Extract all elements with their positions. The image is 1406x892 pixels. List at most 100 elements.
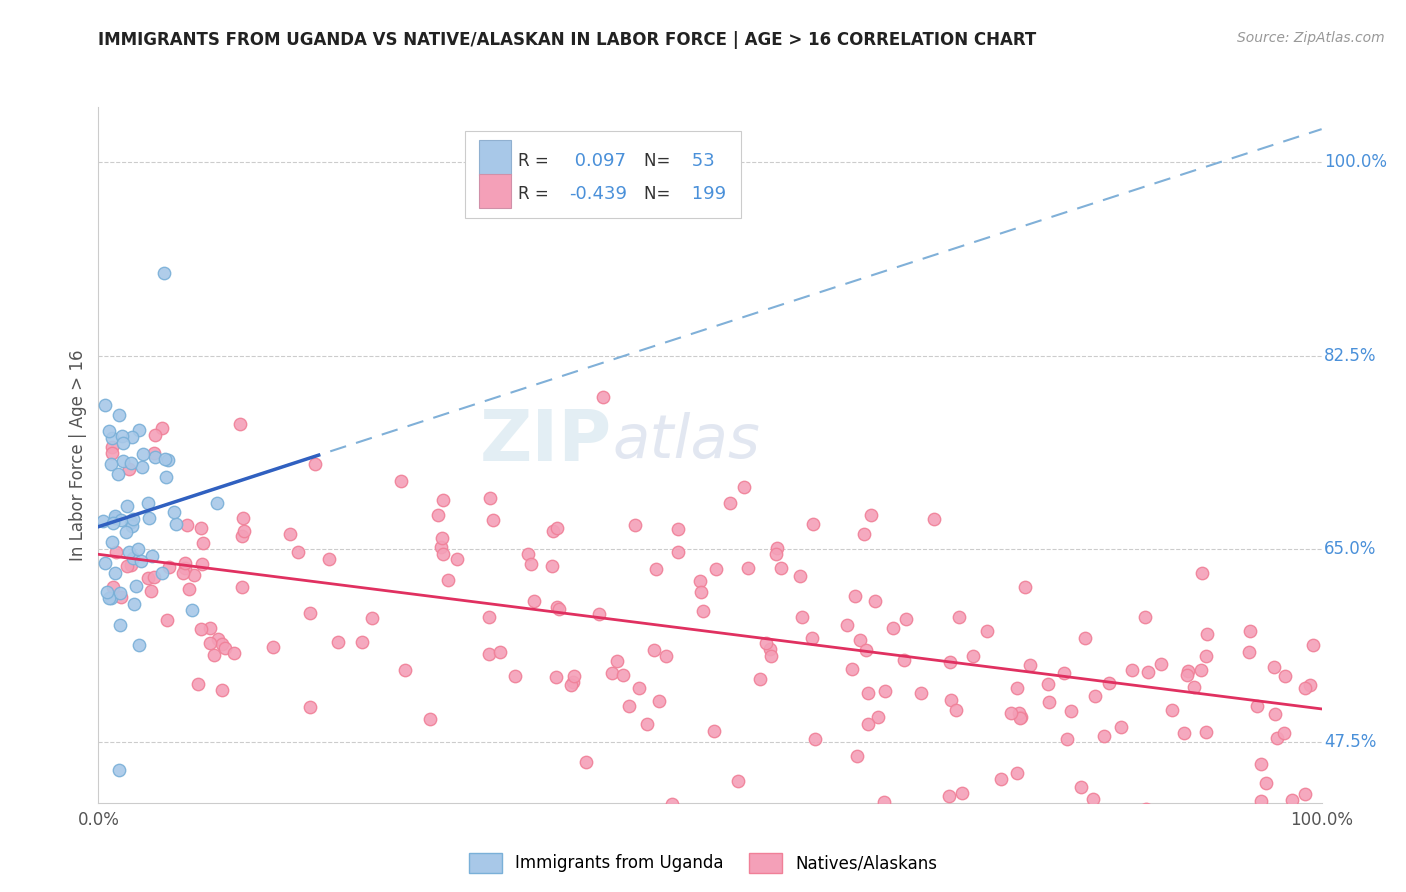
Point (543, 524, 565, 539)
Point (1197, 627, 1219, 641)
Point (950, 786, 973, 800)
Point (1008, 710, 1031, 724)
Point (96, 585, 118, 599)
Point (575, 756, 598, 770)
Point (617, 699, 640, 714)
Point (1256, 775, 1278, 789)
Point (143, 428, 166, 442)
Point (1237, 645, 1260, 659)
Point (1008, 706, 1031, 721)
Point (129, 554, 152, 568)
Point (1195, 648, 1218, 663)
Point (150, 420, 173, 434)
Point (426, 508, 449, 522)
Point (107, 467, 129, 482)
Point (183, 567, 205, 582)
Point (299, 700, 322, 714)
Point (737, 561, 759, 575)
Point (141, 584, 163, 599)
Point (770, 561, 793, 575)
Text: -0.439: -0.439 (569, 185, 627, 203)
Point (127, 541, 149, 556)
Point (519, 557, 541, 571)
Point (948, 609, 970, 624)
Point (1060, 704, 1083, 718)
Point (105, 544, 128, 558)
Point (759, 642, 782, 657)
Point (489, 645, 512, 659)
Point (939, 693, 962, 707)
Point (430, 531, 453, 545)
Point (987, 826, 1010, 840)
Point (1160, 703, 1182, 717)
Point (592, 390, 614, 404)
Point (692, 604, 714, 618)
Point (101, 516, 124, 530)
Point (104, 510, 127, 524)
Text: 199: 199 (686, 185, 725, 203)
Point (1294, 787, 1316, 801)
Point (128, 638, 150, 652)
Point (759, 649, 782, 664)
Y-axis label: In Labor Force | Age > 16: In Labor Force | Age > 16 (69, 349, 87, 561)
Point (142, 446, 165, 460)
Point (706, 562, 728, 576)
Point (91, 514, 114, 528)
FancyBboxPatch shape (479, 140, 510, 175)
Point (231, 580, 253, 594)
Point (100, 457, 122, 471)
Point (165, 517, 187, 532)
Point (547, 602, 569, 616)
Point (187, 677, 209, 691)
Point (121, 512, 143, 526)
Point (157, 559, 180, 574)
Point (120, 456, 142, 470)
Text: ZIP: ZIP (479, 407, 612, 475)
Point (207, 496, 229, 510)
Point (93, 398, 115, 412)
Point (755, 636, 778, 650)
Point (875, 683, 897, 698)
Point (231, 529, 253, 543)
Point (1177, 665, 1199, 679)
Point (1053, 665, 1076, 680)
Point (846, 749, 869, 764)
Point (432, 547, 454, 561)
Point (104, 566, 127, 580)
Point (229, 417, 252, 432)
Point (108, 408, 131, 422)
Point (1014, 580, 1036, 594)
Point (1250, 757, 1272, 772)
Point (1121, 663, 1143, 677)
Point (606, 654, 628, 668)
Point (128, 423, 150, 437)
Point (157, 453, 180, 467)
Point (176, 517, 198, 532)
Point (101, 431, 124, 445)
Point (765, 547, 787, 561)
Point (432, 492, 454, 507)
Point (1246, 698, 1268, 713)
Point (173, 560, 195, 574)
Point (627, 681, 650, 695)
Point (855, 643, 877, 657)
Point (1074, 631, 1097, 645)
Point (177, 582, 200, 596)
Point (478, 647, 501, 661)
Point (666, 544, 689, 558)
Point (111, 428, 134, 442)
Point (94, 557, 117, 571)
Point (1272, 726, 1295, 740)
Point (612, 668, 634, 682)
Point (318, 552, 340, 566)
Point (654, 648, 676, 663)
Point (894, 612, 917, 626)
Point (689, 574, 711, 588)
Point (1173, 726, 1195, 740)
Point (1195, 725, 1218, 739)
Point (115, 559, 138, 574)
Point (562, 674, 585, 689)
Point (792, 610, 814, 624)
Point (564, 669, 586, 683)
Point (841, 662, 863, 676)
